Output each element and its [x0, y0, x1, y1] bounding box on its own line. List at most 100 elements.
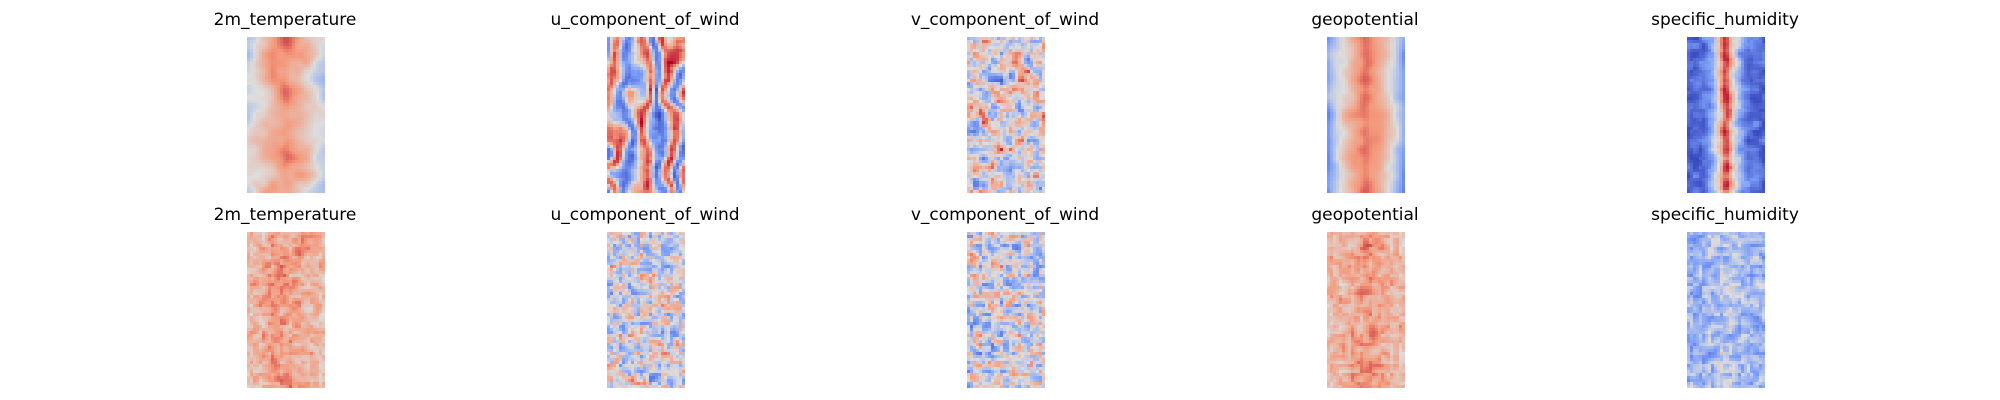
heatmap-cell — [1339, 67, 1343, 71]
heatmap-cell — [979, 58, 983, 62]
heatmap-cell — [1006, 178, 1010, 182]
heatmap-cell — [280, 88, 284, 92]
heatmap-cell — [1348, 121, 1352, 125]
heatmap-cell — [988, 148, 992, 152]
heatmap-cell — [1015, 85, 1019, 89]
heatmap-cell — [1033, 49, 1037, 53]
heatmap-cell — [1021, 61, 1025, 65]
heatmap-cell — [1030, 172, 1034, 176]
heatmap-cell — [301, 190, 305, 193]
heatmap-cell — [1006, 91, 1010, 95]
heatmap-cell — [1330, 124, 1334, 128]
heatmap-cell — [247, 100, 251, 104]
heatmap-cell — [250, 169, 254, 173]
heatmap-cell — [1360, 88, 1364, 92]
heatmap-cell — [1000, 85, 1004, 89]
heatmap-cell — [637, 40, 641, 44]
heatmap-cell — [667, 124, 671, 128]
heatmap-cell — [1018, 154, 1022, 158]
heatmap-cell — [247, 64, 251, 68]
heatmap-cell — [298, 115, 302, 119]
heatmap-cell — [973, 139, 977, 143]
heatmap-cell — [1015, 109, 1019, 113]
heatmap-cell — [1345, 85, 1349, 89]
heatmap-cell — [607, 184, 611, 188]
heatmap-cell — [1018, 181, 1022, 185]
heatmap-cell — [1351, 52, 1355, 56]
heatmap-cell — [1351, 55, 1355, 59]
heatmap-cell — [643, 88, 647, 92]
heatmap-cell — [1384, 73, 1388, 77]
heatmap-cell — [304, 67, 308, 71]
heatmap-cell — [1348, 115, 1352, 119]
heatmap-cell — [1381, 70, 1385, 74]
heatmap-cell — [673, 118, 677, 122]
heatmap-cell — [1399, 49, 1403, 53]
heatmap-cell — [283, 130, 287, 134]
heatmap-cell — [982, 82, 986, 86]
heatmap-cell — [283, 109, 287, 113]
heatmap-cell — [316, 118, 320, 122]
heatmap-cell — [664, 46, 668, 50]
heatmap-cell — [295, 190, 299, 193]
heatmap-cell — [277, 97, 281, 101]
heatmap-cell — [310, 91, 314, 95]
heatmap-cell — [1384, 58, 1388, 62]
heatmap-cell — [307, 127, 311, 131]
heatmap-cell — [307, 82, 311, 86]
heatmap-cell — [1378, 64, 1382, 68]
heatmap-cell — [304, 43, 308, 47]
heatmap-cell — [988, 142, 992, 146]
heatmap-cell — [967, 109, 971, 113]
heatmap-cell — [1000, 73, 1004, 77]
heatmap-cell — [1381, 133, 1385, 137]
heatmap-cell — [667, 136, 671, 140]
heatmap-cell — [1003, 106, 1007, 110]
heatmap-cell — [973, 76, 977, 80]
heatmap-cell — [682, 154, 685, 158]
heatmap-cell — [634, 172, 638, 176]
heatmap-cell — [613, 115, 617, 119]
heatmap-cell — [616, 127, 620, 131]
heatmap-cell — [1375, 124, 1379, 128]
heatmap-cell — [664, 121, 668, 125]
heatmap-cell — [286, 88, 290, 92]
heatmap-cell — [1012, 40, 1016, 44]
heatmap-cell — [1027, 169, 1031, 173]
heatmap-cell — [1036, 118, 1040, 122]
heatmap-cell — [991, 109, 995, 113]
heatmap-cell — [289, 37, 293, 41]
heatmap-cell — [1015, 166, 1019, 170]
heatmap-cell — [259, 43, 263, 47]
heatmap-cell — [1036, 190, 1040, 193]
heatmap-cell — [1027, 73, 1031, 77]
heatmap-cell — [1357, 46, 1361, 50]
heatmap-cell — [673, 103, 677, 107]
heatmap-cell — [670, 55, 674, 59]
heatmap-cell — [283, 142, 287, 146]
heatmap-cell — [292, 97, 296, 101]
heatmap-cell — [262, 37, 266, 41]
heatmap-cell — [1357, 40, 1361, 44]
heatmap-cell — [619, 124, 623, 128]
heatmap-cell — [676, 67, 680, 71]
heatmap-cell — [994, 85, 998, 89]
heatmap-cell — [1363, 46, 1367, 50]
heatmap-cell — [985, 145, 989, 149]
heatmap-cell — [301, 178, 305, 182]
heatmap-cell — [277, 130, 281, 134]
heatmap-cell — [994, 151, 998, 155]
heatmap-cell — [1024, 46, 1028, 50]
heatmap-cell — [310, 64, 314, 68]
heatmap-cell — [622, 76, 626, 80]
heatmap-cell — [316, 106, 320, 110]
heatmap-cell — [640, 136, 644, 140]
heatmap-cell — [301, 100, 305, 104]
heatmap-cell — [640, 181, 644, 185]
heatmap-cell — [1354, 139, 1358, 143]
heatmap-cell — [1384, 106, 1388, 110]
heatmap-cell — [1384, 79, 1388, 83]
heatmap-cell — [979, 79, 983, 83]
heatmap-cell — [1027, 88, 1031, 92]
heatmap-cell — [1369, 115, 1373, 119]
